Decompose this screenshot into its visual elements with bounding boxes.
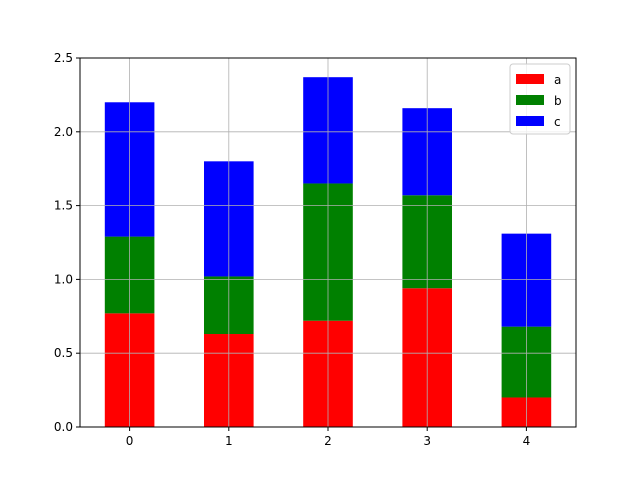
legend-swatch-b [516,95,544,105]
legend-swatch-c [516,116,544,126]
y-tick-label: 1.0 [54,272,73,286]
legend-swatch-a [516,74,544,84]
x-tick-label: 0 [126,434,134,448]
y-tick-label: 1.5 [54,199,73,213]
x-tick-label: 3 [423,434,431,448]
y-tick-label: 2.0 [54,125,73,139]
legend-label-b: b [554,94,562,108]
y-tick-label: 0.0 [54,420,73,434]
legend: abc [509,63,571,135]
axes-layer: 0.0 0.5 1.0 1.5 2.0 2.5 0 1 2 3 4 [54,51,577,448]
x-tick-label: 2 [324,434,332,448]
y-tick-label: 0.5 [54,346,73,360]
legend-label-c: c [554,115,561,129]
x-tick-label: 1 [225,434,233,448]
x-tick-label: 4 [523,434,531,448]
y-tick-label: 2.5 [54,51,73,65]
legend-label-a: a [554,73,561,87]
